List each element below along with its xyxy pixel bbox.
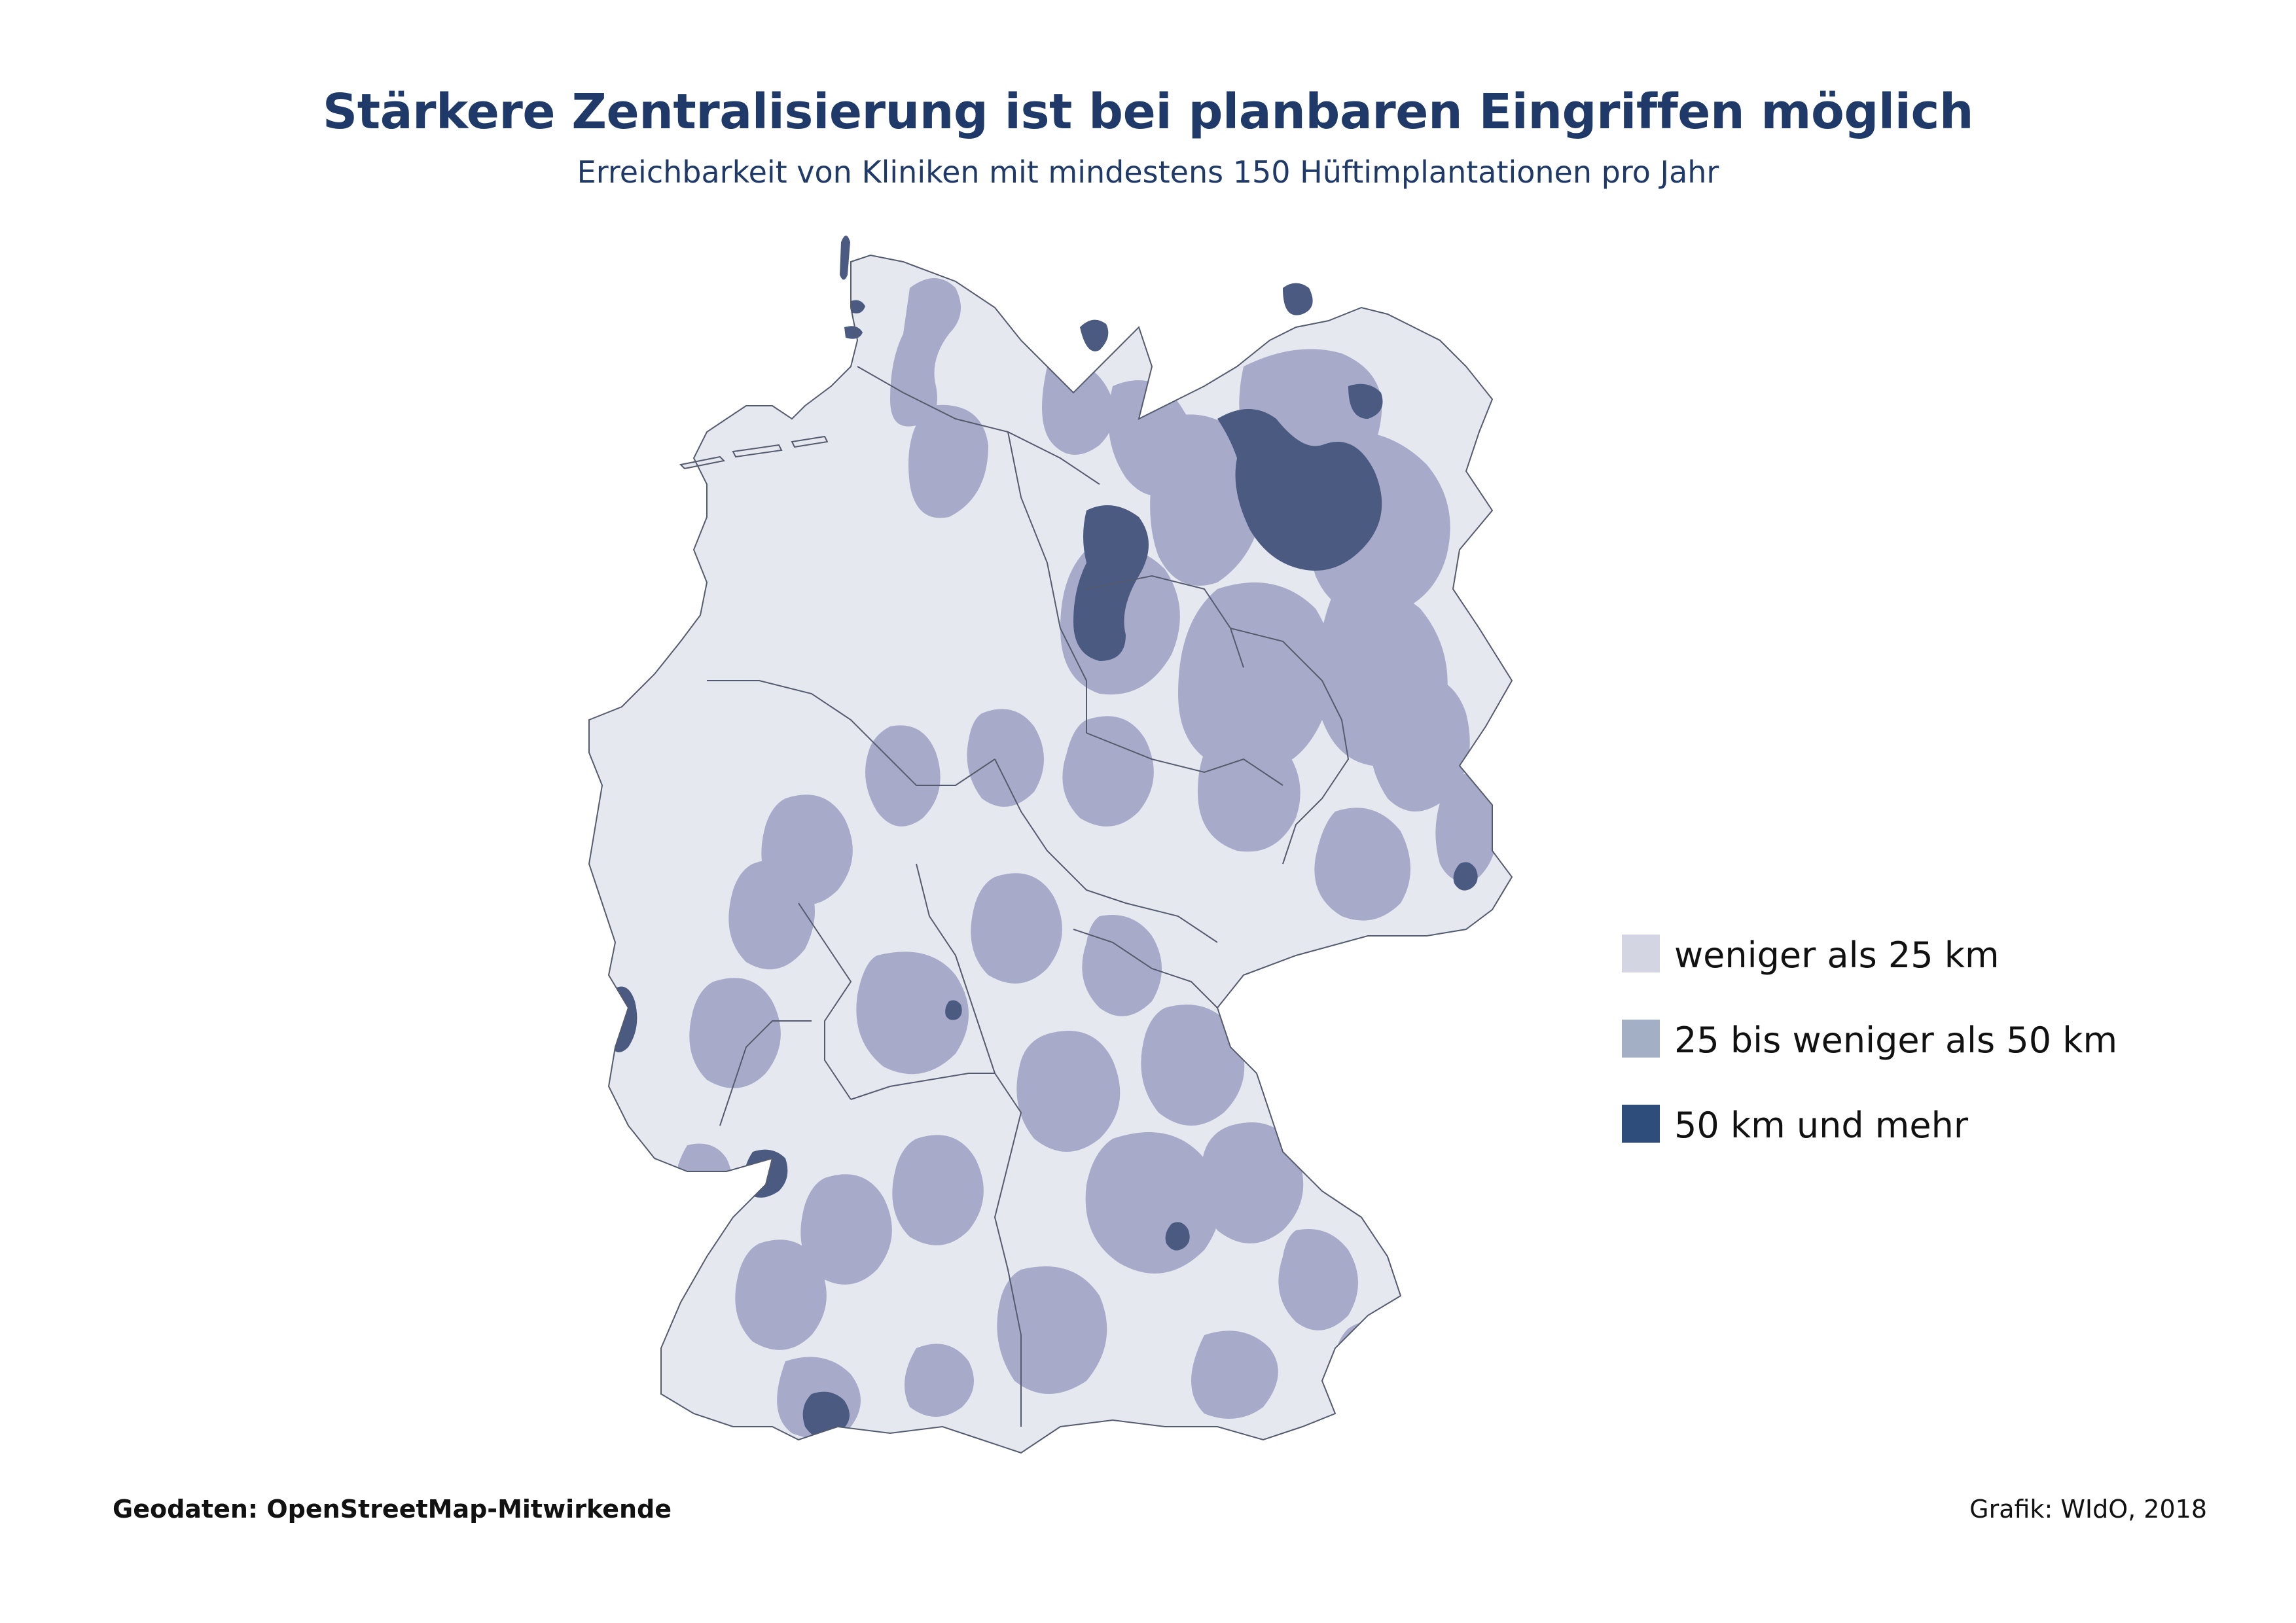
legend-swatch-25to50 [1622, 1020, 1660, 1058]
zone-25-50-km [675, 278, 1497, 1438]
zone-50-km-plus [606, 409, 1478, 1438]
data-source-note: Geodaten: OpenStreetMap-Mitwirkende [113, 1495, 672, 1524]
legend-label: weniger als 25 km [1674, 935, 2000, 976]
state-borders [707, 366, 1350, 1427]
north-sea-islands [679, 435, 829, 470]
credit-note: Grafik: WIdO, 2018 [1969, 1495, 2207, 1524]
chart-subtitle: Erreichbarkeit von Kliniken mit mindeste… [577, 154, 1719, 190]
chart-title: Stärkere Zentralisierung ist bei planbar… [322, 84, 1974, 140]
legend-swatch-gte50 [1622, 1105, 1660, 1143]
legend-swatch-lt25 [1622, 935, 1660, 972]
north-islands [840, 236, 1383, 419]
legend-label: 25 bis weniger als 50 km [1674, 1020, 2118, 1061]
legend-label: 50 km und mehr [1674, 1105, 1969, 1146]
